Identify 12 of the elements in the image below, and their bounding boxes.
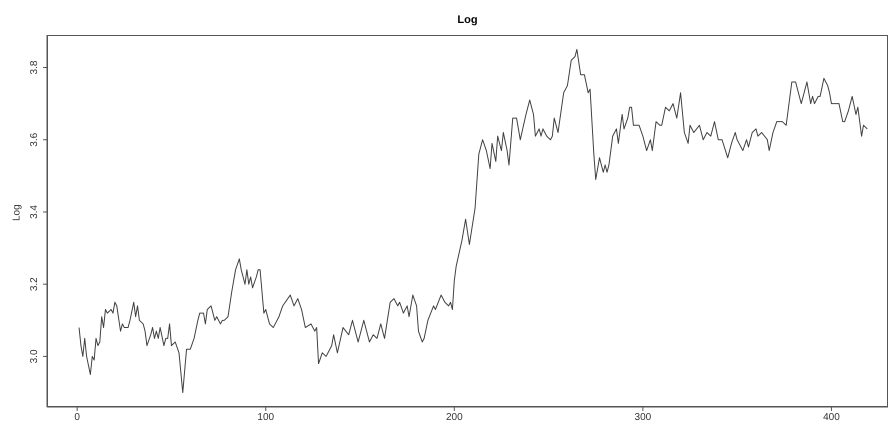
y-tick-label: 3.6: [29, 132, 40, 147]
x-tick-label: 400: [823, 412, 840, 424]
chart-title: Log: [456, 14, 479, 26]
x-tick-label: 300: [634, 412, 652, 424]
y-tick-label: 3.8: [29, 60, 40, 74]
y-tick-label: 3.4: [29, 204, 40, 219]
y-tick-label: 3.0: [29, 349, 40, 364]
x-tick-label: 100: [257, 412, 275, 424]
y-tick-label: 3.2: [29, 276, 40, 292]
y-axis-title: Log: [12, 204, 23, 221]
x-tick-label: 200: [446, 412, 464, 424]
x-tick-label: 0: [74, 412, 80, 424]
